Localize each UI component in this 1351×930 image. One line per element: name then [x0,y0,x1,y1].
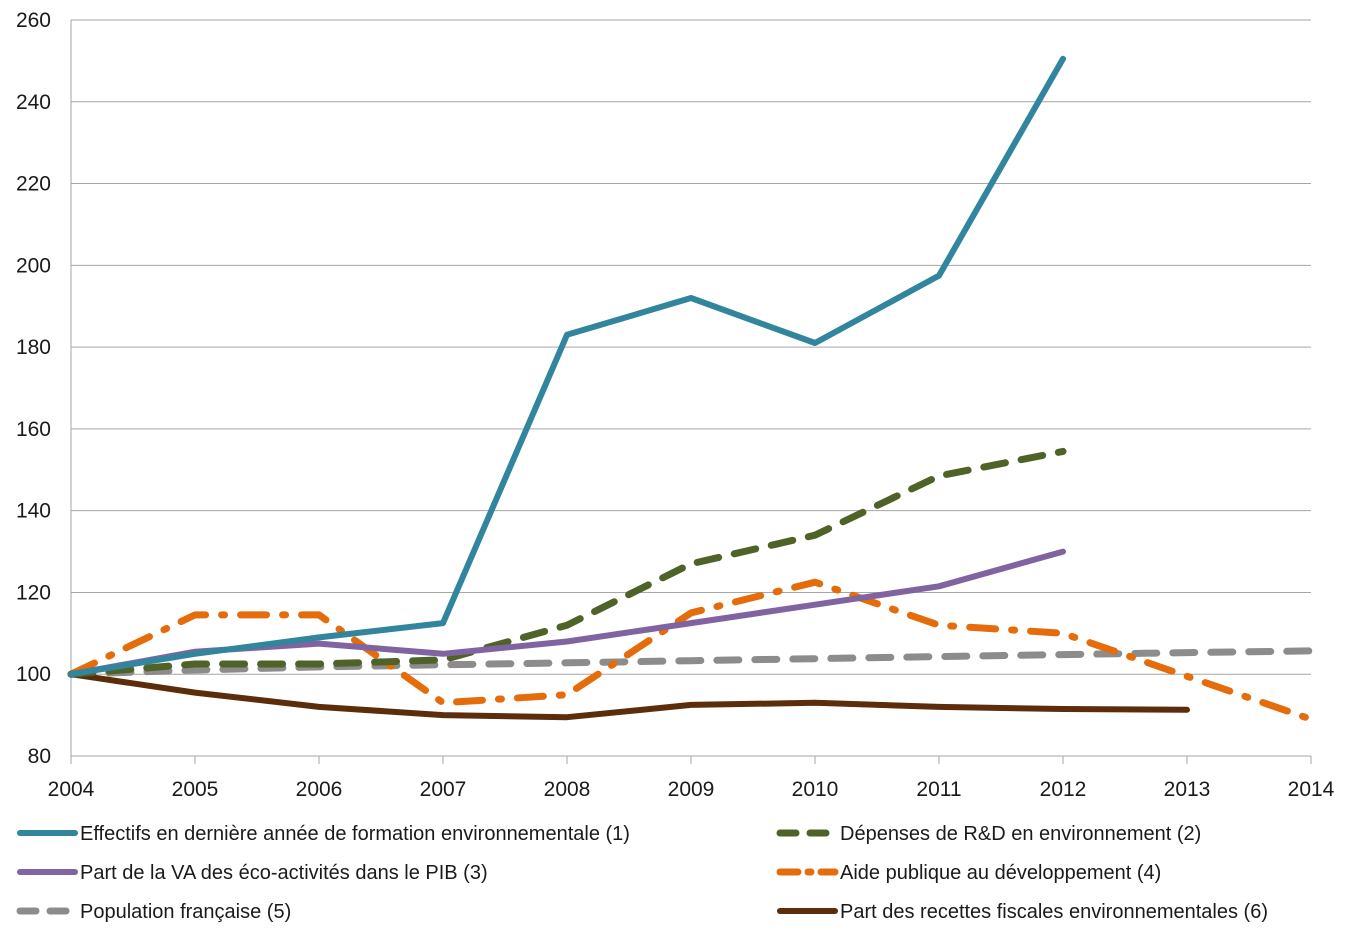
x-tick-label: 2005 [172,778,219,801]
y-tick-label: 120 [16,581,51,604]
x-tick-label: 2006 [296,778,343,801]
series-line-6 [71,674,1187,717]
y-tick-label: 80 [28,745,51,768]
x-tick-label: 2011 [916,778,961,801]
y-tick-label: 220 [16,173,51,196]
x-tick-label: 2009 [668,778,715,801]
legend-label-3: Part de la VA des éco-activités dans le … [80,862,488,884]
x-tick-label: 2013 [1164,778,1211,801]
y-tick-labels: 80 100 120 140 160 180 200 220 240 260 [16,9,51,768]
y-tick-label: 240 [16,91,51,114]
legend-label-4: Aide publique au développement (4) [840,862,1161,884]
x-tick-label: 2010 [792,778,839,801]
legend: Effectifs en dernière année de formation… [20,823,1268,923]
series-line-5 [71,651,1311,674]
series-lines [71,59,1311,720]
series-line-1 [71,59,1063,674]
y-tick-label: 160 [16,418,51,441]
x-tick-labels: 2004 2005 2006 2007 2008 2009 2010 2011 2012 2013… [48,778,1335,801]
y-tick-label: 200 [16,254,51,277]
axes [71,20,1311,764]
x-tick-label: 2004 [48,778,95,801]
x-tick-label: 2008 [544,778,591,801]
x-tick-label: 2007 [420,778,467,801]
x-tick-label: 2012 [1040,778,1087,801]
legend-label-1: Effectifs en dernière année de formation… [80,823,630,845]
x-tick-label: 2014 [1288,778,1335,801]
y-tick-label: 140 [16,500,51,523]
legend-label-5: Population française (5) [80,901,291,923]
legend-label-2: Dépenses de R&D en environnement (2) [840,823,1201,845]
legend-label-6: Part des recettes fiscales environnement… [840,901,1268,923]
y-tick-label: 180 [16,336,51,359]
y-tick-label: 260 [16,9,51,32]
y-tick-label: 100 [16,663,51,686]
